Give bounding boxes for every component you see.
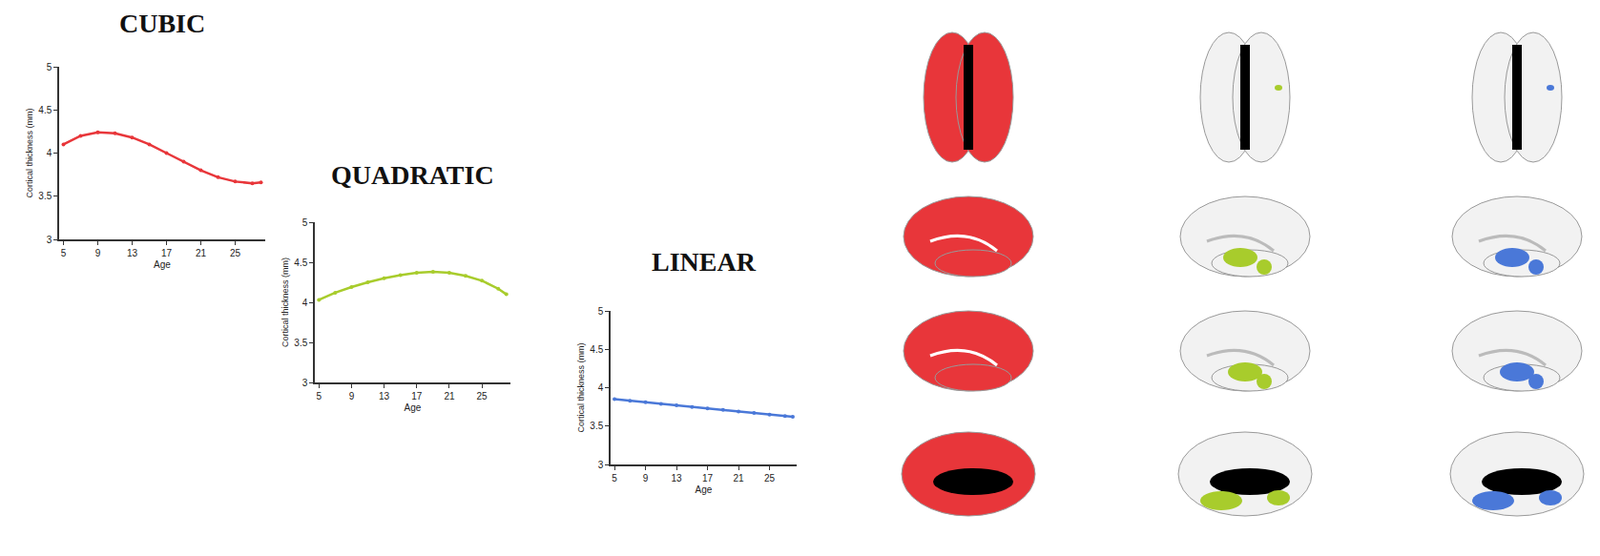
svg-text:9: 9 (95, 248, 102, 259)
svg-text:5: 5 (46, 62, 53, 73)
svg-text:3.5: 3.5 (38, 190, 52, 202)
svg-text:21: 21 (195, 248, 208, 259)
svg-text:13: 13 (670, 473, 683, 484)
svg-text:25: 25 (764, 473, 776, 484)
svg-text:Cortical thickness (mm): Cortical thickness (mm) (24, 107, 35, 198)
svg-text:Age: Age (695, 484, 713, 496)
svg-text:25: 25 (477, 391, 489, 402)
svg-text:4.5: 4.5 (293, 257, 308, 269)
svg-text:17: 17 (702, 473, 714, 484)
svg-text:Cortical thickness (mm): Cortical thickness (mm) (280, 257, 291, 348)
svg-text:4: 4 (598, 382, 604, 394)
svg-text:4.5: 4.5 (38, 104, 52, 116)
svg-text:3: 3 (598, 459, 604, 471)
svg-text:21: 21 (732, 473, 745, 484)
svg-text:5: 5 (315, 391, 322, 402)
svg-text:CUBIC: CUBIC (119, 8, 206, 39)
svg-text:25: 25 (229, 248, 242, 259)
svg-text:Age: Age (404, 402, 422, 414)
svg-text:21: 21 (443, 391, 456, 402)
svg-text:3.5: 3.5 (293, 337, 308, 349)
svg-text:3: 3 (46, 234, 53, 246)
svg-text:17: 17 (411, 391, 423, 402)
svg-text:5: 5 (598, 306, 604, 317)
svg-text:4.5: 4.5 (589, 344, 603, 355)
svg-text:QUADRATIC: QUADRATIC (331, 160, 495, 190)
svg-text:3: 3 (302, 377, 309, 389)
svg-text:9: 9 (349, 391, 355, 402)
svg-text:17: 17 (161, 248, 173, 259)
svg-text:13: 13 (126, 248, 139, 259)
svg-text:5: 5 (61, 248, 67, 259)
svg-text:3.5: 3.5 (589, 420, 603, 432)
svg-text:Age: Age (153, 259, 171, 271)
svg-text:9: 9 (643, 473, 649, 484)
svg-text:Cortical thickness (mm): Cortical thickness (mm) (576, 342, 586, 433)
svg-text:5: 5 (611, 473, 618, 484)
svg-text:LINEAR: LINEAR (651, 247, 757, 277)
svg-text:4: 4 (46, 147, 53, 159)
svg-text:5: 5 (302, 217, 309, 229)
svg-text:13: 13 (378, 391, 391, 402)
svg-text:4: 4 (302, 297, 309, 309)
